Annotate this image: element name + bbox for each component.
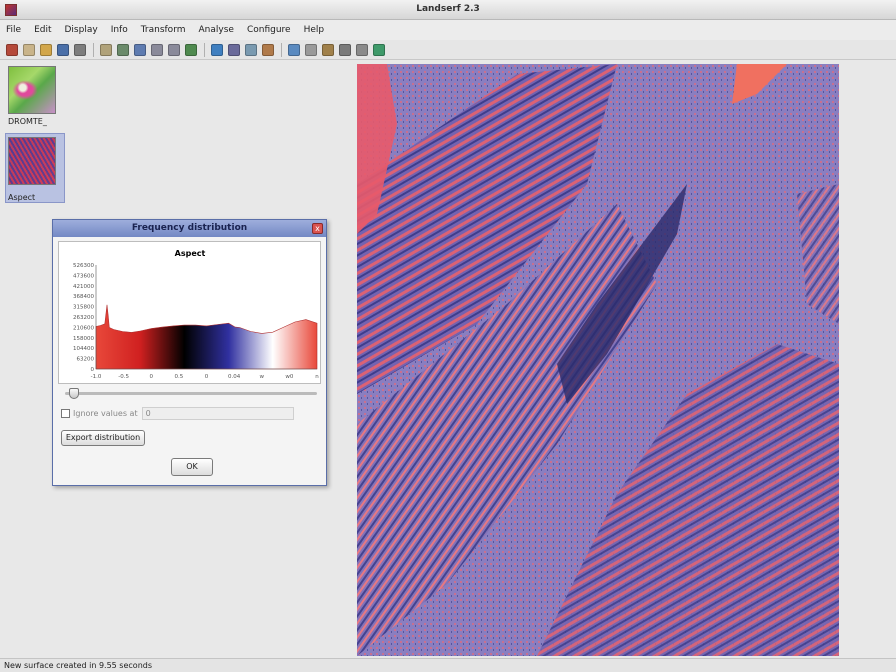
x-tick-label: n: [315, 374, 319, 380]
y-tick-label: 263200: [73, 315, 94, 321]
toolbar-separator: [93, 42, 94, 57]
table-icon[interactable]: [228, 43, 240, 56]
ok-button[interactable]: OK: [171, 458, 213, 476]
x-tick-label: 0.5: [175, 374, 184, 380]
x-tick-label: w0: [285, 374, 293, 380]
dialog-close-button[interactable]: x: [312, 223, 323, 234]
dialog-title: Frequency distribution: [53, 220, 326, 237]
threshold-slider-track[interactable]: [65, 388, 317, 399]
layers-icon[interactable]: [245, 43, 257, 56]
save-icon[interactable]: [6, 43, 18, 56]
chart-title: Aspect: [175, 249, 206, 258]
app-icon: [5, 4, 17, 16]
ignore-values-checkbox[interactable]: [61, 409, 70, 418]
menu-analyse[interactable]: Analyse: [198, 25, 234, 35]
toolbar-separator: [204, 42, 205, 57]
y-tick-label: 210600: [73, 325, 94, 331]
pan-icon[interactable]: [134, 43, 146, 56]
globe-icon[interactable]: [373, 43, 385, 56]
frequency-distribution-dialog: Frequency distribution x Aspect 0 63200 10…: [52, 219, 327, 486]
pencil-icon[interactable]: [100, 43, 112, 56]
thumbnail-label-dromte: DROMTE_: [8, 117, 47, 126]
x-tick-label: 0: [150, 374, 154, 380]
profile-icon[interactable]: [305, 43, 317, 56]
y-tick-label: 526300: [73, 263, 94, 269]
export-distribution-button[interactable]: Export distribution: [61, 430, 145, 446]
x-tick-label: -0.5: [118, 374, 129, 380]
select-icon[interactable]: [117, 43, 129, 56]
y-tick-label: 368400: [73, 294, 94, 300]
x-tick-label: -1.0: [91, 374, 102, 380]
thumbnail-label-aspect: Aspect: [8, 193, 36, 202]
zoom-in-icon[interactable]: [151, 43, 163, 56]
toolbar: [0, 40, 896, 60]
histogram-icon[interactable]: [288, 43, 300, 56]
print-icon[interactable]: [74, 43, 86, 56]
save-disk-icon[interactable]: [57, 43, 69, 56]
thumbnail-aspect[interactable]: [8, 137, 56, 185]
menu-edit[interactable]: Edit: [34, 25, 52, 35]
ignore-values-input[interactable]: [141, 407, 294, 420]
histogram-area: [95, 304, 318, 370]
menu-help[interactable]: Help: [303, 25, 325, 35]
menu-display[interactable]: Display: [64, 25, 98, 35]
ignore-values-row: Ignore values at: [61, 407, 294, 420]
terrain-render: [357, 64, 839, 656]
histogram-panel: Aspect 0 63200 104400 158000 210600 263200 315…: [58, 241, 321, 384]
measure-icon[interactable]: [322, 43, 334, 56]
x-tick-label: 0.04: [228, 374, 241, 380]
new-icon[interactable]: [23, 43, 35, 56]
ignore-values-label: Ignore values at: [73, 409, 138, 418]
info-icon[interactable]: [339, 43, 351, 56]
menu-transform[interactable]: Transform: [140, 25, 186, 35]
toolbar-separator: [281, 42, 282, 57]
chart-icon[interactable]: [211, 43, 223, 56]
y-tick-label: 315800: [73, 305, 94, 311]
settings-icon[interactable]: [356, 43, 368, 56]
window-title: Landserf 2.3: [416, 4, 480, 14]
y-tick-label: 158000: [73, 336, 94, 342]
menu-configure[interactable]: Configure: [246, 25, 291, 35]
terrain-map-view[interactable]: [357, 64, 839, 656]
stats-icon[interactable]: [262, 43, 274, 56]
histogram-chart: Aspect 0 63200 104400 158000 210600 263200 315…: [73, 249, 319, 380]
threshold-slider-thumb[interactable]: [69, 388, 79, 399]
y-tick-label: 0: [91, 367, 95, 373]
x-tick-label: 0: [205, 374, 209, 380]
menu-file[interactable]: File: [6, 25, 22, 35]
zoom-out-icon[interactable]: [168, 43, 180, 56]
y-tick-label: 473600: [73, 273, 94, 279]
y-tick-label: 421000: [73, 284, 94, 290]
menu-info[interactable]: Info: [110, 25, 128, 35]
thumbnail-dromte[interactable]: [8, 66, 56, 114]
y-tick-label: 104400: [73, 346, 94, 352]
window-titlebar: Landserf 2.3: [0, 0, 896, 20]
x-tick-label: w: [260, 374, 265, 380]
refresh-icon[interactable]: [185, 43, 197, 56]
status-bar: New surface created in 9.55 seconds: [0, 658, 896, 672]
open-folder-icon[interactable]: [40, 43, 52, 56]
y-tick-label: 63200: [77, 357, 95, 363]
menu-bar: File Edit Display Info Transform Analyse Confi…: [0, 20, 896, 40]
